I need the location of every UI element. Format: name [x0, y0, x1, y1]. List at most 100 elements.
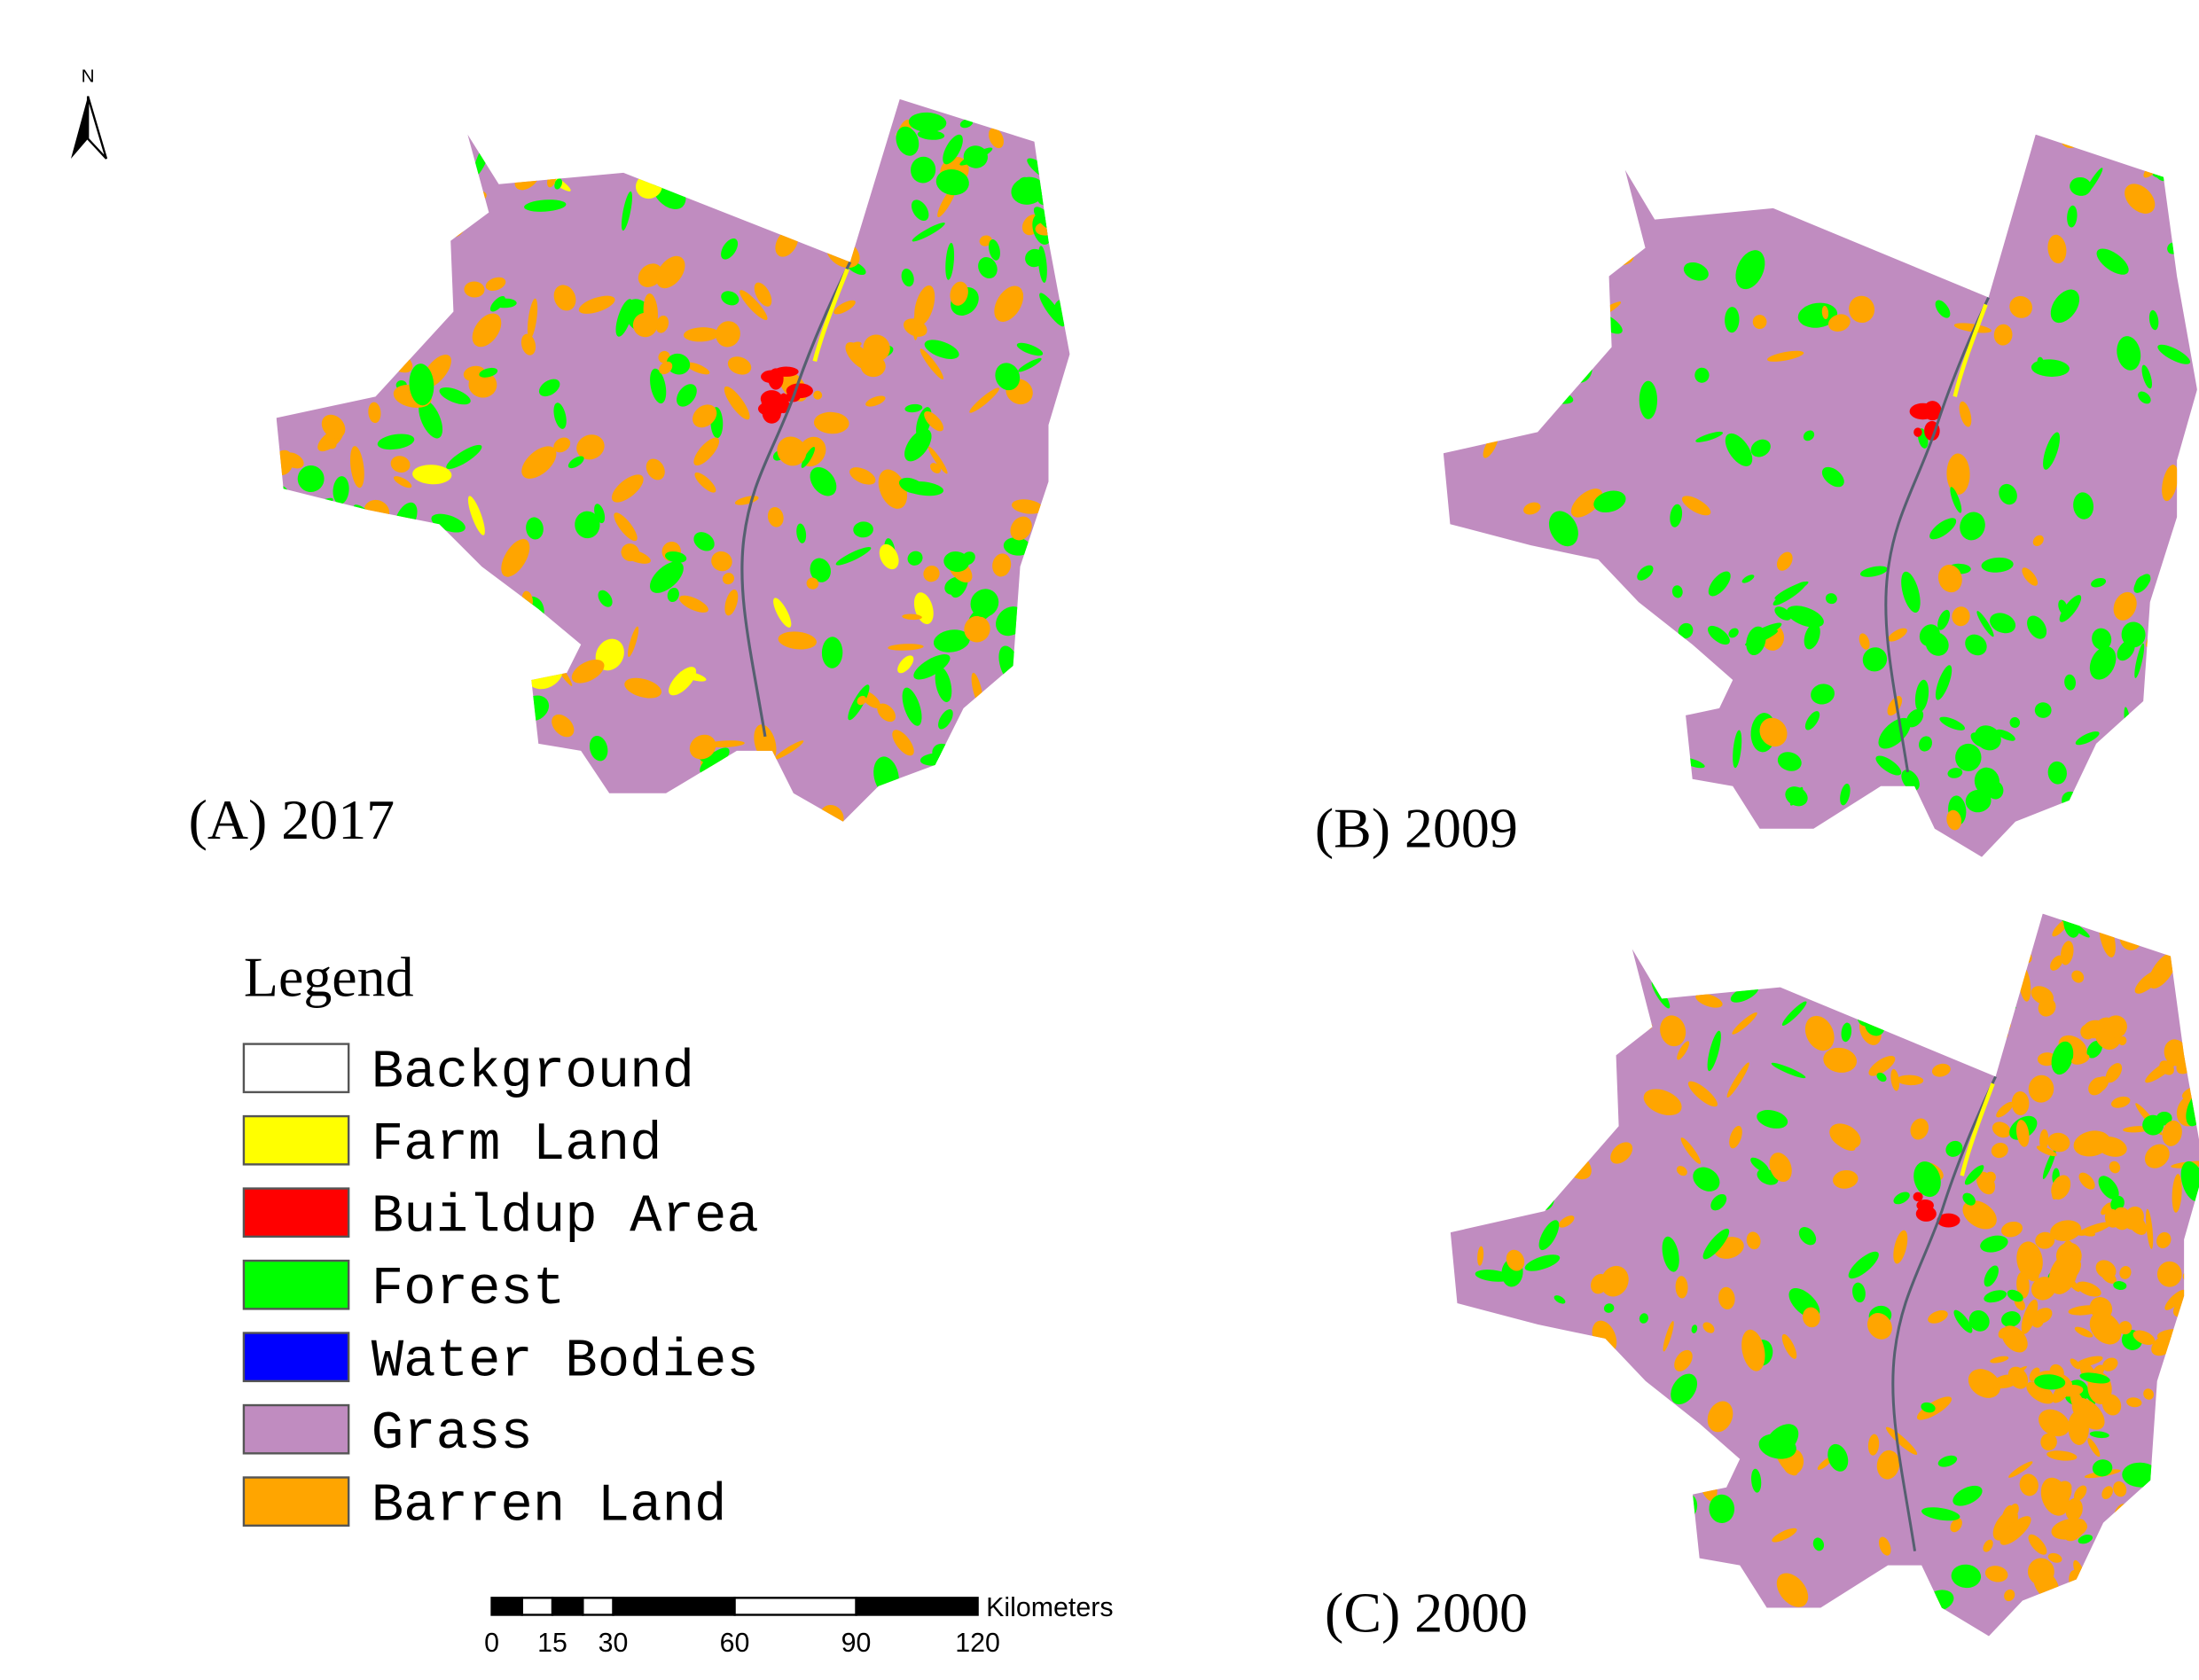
- land-patch: [1477, 1246, 1484, 1266]
- land-patch: [614, 512, 638, 542]
- land-patch: [2101, 1486, 2113, 1500]
- land-patch: [1901, 770, 1920, 791]
- land-patch: [2143, 1388, 2154, 1400]
- land-patch: [1989, 1027, 2007, 1044]
- land-patch: [295, 204, 322, 218]
- legend-label: Water Bodies: [372, 1331, 759, 1392]
- land-patch: [364, 214, 384, 233]
- land-patch: [2187, 156, 2197, 184]
- land-patch: [835, 546, 872, 566]
- land-patch: [1025, 248, 1045, 268]
- land-patch: [2113, 1281, 2127, 1291]
- river: [1884, 296, 1990, 773]
- land-patch: [903, 698, 912, 707]
- land-patch: [393, 476, 412, 488]
- land-patch: [462, 777, 485, 819]
- land-patch: [1637, 565, 1654, 581]
- land-patch: [1950, 1518, 1962, 1533]
- land-patch: [408, 114, 432, 132]
- land-patch: [2092, 628, 2112, 650]
- land-patch: [1766, 350, 1804, 362]
- land-patch: [1003, 537, 1031, 556]
- land-patch: [285, 176, 303, 200]
- land-patch: [1919, 624, 1940, 646]
- land-patch: [468, 371, 497, 398]
- land-patch: [1032, 779, 1051, 809]
- land-patch: [485, 277, 506, 291]
- land-patch: [2051, 1175, 2071, 1200]
- land-patch: [2028, 1074, 2054, 1103]
- land-patch: [974, 98, 990, 118]
- land-patch: [443, 730, 455, 750]
- land-patch: [553, 285, 576, 311]
- land-patch: [411, 127, 433, 151]
- land-patch: [858, 157, 876, 174]
- land-patch: [1588, 913, 1617, 943]
- land-patch: [571, 659, 605, 684]
- land-patch: [501, 539, 530, 577]
- land-patch: [1987, 996, 2016, 1009]
- land-patch: [646, 458, 665, 481]
- land-patch: [1566, 279, 1586, 288]
- land-patch: [1698, 786, 1721, 818]
- buildup-patch: [765, 393, 785, 418]
- land-patch: [2078, 1589, 2102, 1604]
- land-patch: [527, 298, 538, 340]
- land-patch: [924, 410, 944, 432]
- map-clip: [1443, 134, 2197, 857]
- land-patch: [694, 472, 716, 493]
- land-patch: [2193, 1349, 2199, 1378]
- land-patch: [472, 313, 502, 348]
- land-patch: [643, 293, 658, 332]
- land-patch: [1557, 584, 1577, 604]
- land-patch: [293, 307, 334, 331]
- legend-label: Grass: [372, 1403, 533, 1465]
- land-patch: [1492, 1399, 1506, 1413]
- land-patch: [1443, 621, 1461, 649]
- land-patch: [1804, 711, 1820, 731]
- land-patch: [1776, 551, 1793, 571]
- land-patch: [1673, 752, 1682, 777]
- land-patch: [371, 613, 394, 633]
- land-patch: [907, 551, 923, 566]
- land-patch: [1452, 1489, 1481, 1510]
- land-patch: [863, 334, 890, 362]
- land-patch: [2156, 1231, 2172, 1249]
- land-patch: [1452, 695, 1475, 713]
- land-patch: [315, 160, 339, 189]
- land-patch: [2095, 1260, 2117, 1279]
- land-patch: [2092, 1459, 2113, 1477]
- land-patch: [2051, 1518, 2087, 1540]
- land-patch: [1680, 1137, 1701, 1164]
- land-patch: [285, 392, 306, 404]
- land-patch: [2035, 1231, 2055, 1249]
- land-patch: [1990, 613, 2016, 634]
- land-patch: [2160, 700, 2172, 715]
- land-patch: [1531, 730, 1554, 746]
- land-patch: [389, 301, 406, 326]
- land-patch: [821, 637, 843, 668]
- land-patch: [1503, 1035, 1520, 1067]
- land-patch: [1728, 1568, 1739, 1582]
- land-patch: [1840, 783, 1851, 806]
- land-patch: [552, 714, 575, 738]
- land-patch: [500, 766, 513, 779]
- land-patch: [611, 474, 644, 503]
- land-patch: [2047, 1552, 2062, 1563]
- land-patch: [2191, 265, 2197, 285]
- land-patch: [1946, 809, 1962, 831]
- land-patch: [992, 553, 1012, 577]
- land-patch: [524, 199, 567, 212]
- land-patch: [1489, 913, 1516, 922]
- land-patch: [2088, 1076, 2106, 1096]
- land-patch: [1454, 1520, 1475, 1537]
- land-patch: [1480, 1553, 1491, 1575]
- land-patch: [1450, 1147, 1477, 1175]
- land-patch: [2132, 1330, 2156, 1346]
- land-patch: [1021, 611, 1040, 649]
- land-patch: [1618, 1387, 1644, 1410]
- land-patch: [2189, 1233, 2199, 1254]
- land-patch: [2182, 1571, 2199, 1601]
- land-patch: [2146, 913, 2165, 925]
- land-patch: [1660, 1015, 1686, 1047]
